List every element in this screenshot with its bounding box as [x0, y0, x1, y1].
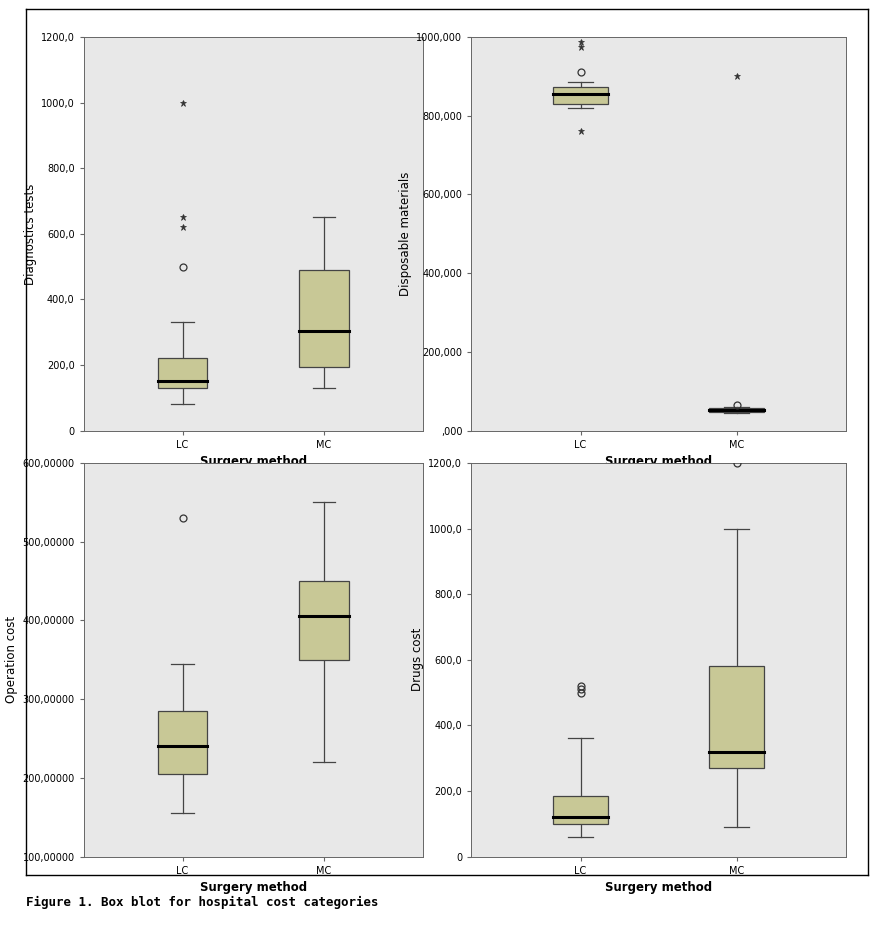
Bar	[158, 358, 207, 388]
Bar	[709, 407, 764, 412]
Text: Figure 1. Box blot for hospital cost categories: Figure 1. Box blot for hospital cost cat…	[26, 896, 379, 909]
Y-axis label: Disposable materials: Disposable materials	[399, 171, 412, 296]
Bar	[158, 711, 207, 774]
Bar	[553, 795, 608, 824]
X-axis label: Surgery method: Surgery method	[200, 882, 307, 895]
Y-axis label: Operation cost: Operation cost	[5, 616, 19, 704]
Bar	[553, 87, 608, 104]
X-axis label: Surgery method: Surgery method	[605, 456, 712, 469]
Y-axis label: Drugs cost: Drugs cost	[411, 628, 425, 692]
Bar	[300, 269, 349, 367]
X-axis label: Surgery method: Surgery method	[200, 456, 307, 469]
Bar	[709, 667, 764, 768]
Bar	[300, 582, 349, 659]
X-axis label: Surgery method: Surgery method	[605, 882, 712, 895]
Y-axis label: Diagnostics tests: Diagnostics tests	[24, 183, 37, 284]
